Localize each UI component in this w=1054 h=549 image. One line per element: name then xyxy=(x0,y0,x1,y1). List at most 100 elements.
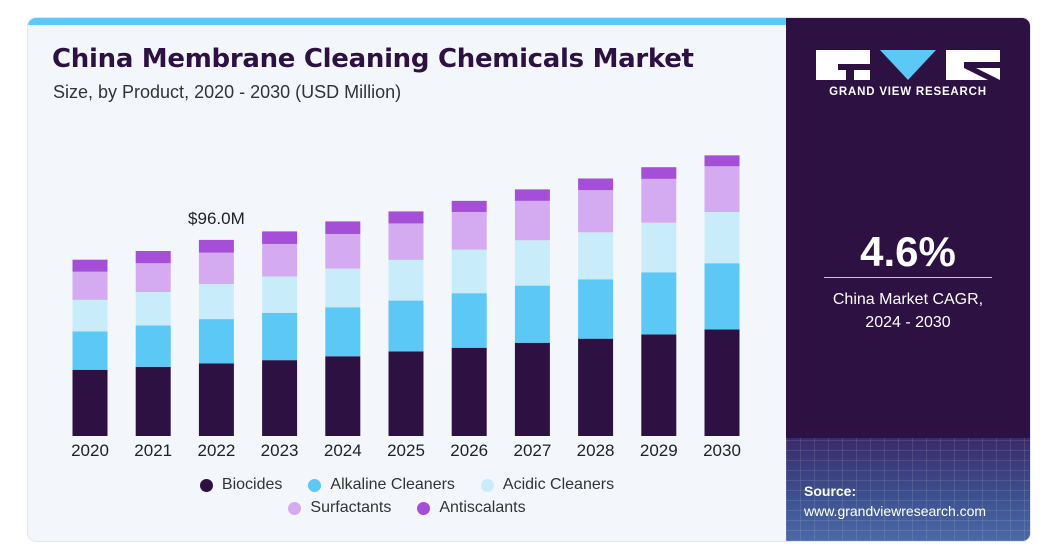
bar-2022-biocides xyxy=(198,363,234,436)
bar-2023-biocides xyxy=(262,360,298,436)
bar-2028-alkaline-cleaners xyxy=(578,279,614,339)
legend-item-biocides: Biocides xyxy=(199,476,283,494)
bar-2029-antiscalants xyxy=(641,167,677,179)
bar-2025-antiscalants xyxy=(388,211,424,224)
legend-item-surfactants: Surfactants xyxy=(288,499,391,517)
legend-row-2: Surfactants Antiscalants xyxy=(28,499,786,517)
grand-view-research-logo xyxy=(816,50,1000,80)
legend-item-antiscalants: Antiscalants xyxy=(417,499,526,517)
bar-2028-biocides xyxy=(578,338,614,436)
bar-2029-alkaline-cleaners xyxy=(641,272,677,335)
legend-item-alkaline-cleaners: Alkaline Cleaners xyxy=(308,476,455,494)
legend-label: Biocides xyxy=(221,476,283,493)
chart-title: China Membrane Cleaning Chemicals Market xyxy=(52,44,694,74)
bar-2020-surfactants xyxy=(72,271,108,300)
legend-label: Surfactants xyxy=(310,499,392,516)
bar-2027-antiscalants xyxy=(514,189,550,201)
bar-2021-biocides xyxy=(135,366,171,436)
bar-2029-acidic-cleaners xyxy=(641,222,677,273)
bar-2028-acidic-cleaners xyxy=(578,232,614,280)
bar-2024-acidic-cleaners xyxy=(325,268,361,308)
bar-2030-acidic-cleaners xyxy=(704,211,740,264)
x-tick-label-2026: 2026 xyxy=(450,441,488,460)
bar-2021-antiscalants xyxy=(135,251,171,264)
chart-card: China Membrane Cleaning Chemicals Market… xyxy=(28,18,1030,541)
brand-name: GRAND VIEW RESEARCH xyxy=(829,86,987,98)
accent-bar xyxy=(28,18,786,25)
bar-2028-antiscalants xyxy=(578,178,614,191)
bar-2026-biocides xyxy=(451,347,487,436)
bar-2020-acidic-cleaners xyxy=(72,299,108,332)
bar-2027-surfactants xyxy=(514,200,550,241)
legend-label: Antiscalants xyxy=(439,499,526,516)
bar-2027-acidic-cleaners xyxy=(514,240,550,286)
data-label-2022: $96.0M xyxy=(188,209,245,228)
bar-2030-antiscalants xyxy=(704,155,740,167)
source-label: Source: xyxy=(804,483,857,499)
bar-2025-acidic-cleaners xyxy=(388,259,424,301)
x-tick-label-2027: 2027 xyxy=(513,441,551,460)
stacked-bar-chart: 2020 2021 $96.0M 2022 2023 2024 2025 2026 2027 20… xyxy=(71,155,741,460)
bar-2020-biocides xyxy=(72,369,108,436)
bar-2028-surfactants xyxy=(578,190,614,233)
cagr-divider xyxy=(824,277,992,278)
bar-2023-acidic-cleaners xyxy=(262,276,298,313)
legend: Biocides Alkaline Cleaners Acidic Cleaners… xyxy=(28,476,786,522)
bar-2020-antiscalants xyxy=(72,259,108,272)
bar-2024-antiscalants xyxy=(325,221,361,234)
bar-2030-alkaline-cleaners xyxy=(704,263,740,330)
legend-label: Alkaline Cleaners xyxy=(330,476,455,493)
info-panel: GRAND VIEW RESEARCH 4.6% China Market CA… xyxy=(786,18,1030,541)
bar-2025-surfactants xyxy=(388,223,424,260)
bar-2026-acidic-cleaners xyxy=(451,249,487,294)
bar-2023-alkaline-cleaners xyxy=(262,312,298,361)
x-tick-label-2025: 2025 xyxy=(387,441,425,460)
x-tick-label-2029: 2029 xyxy=(640,441,678,460)
cagr-label: China Market CAGR, 2024 - 2030 xyxy=(786,288,1030,334)
x-tick-label-2030: 2030 xyxy=(703,441,741,460)
bar-2027-biocides xyxy=(514,342,550,436)
legend-swatch xyxy=(199,478,213,492)
x-tick-label-2023: 2023 xyxy=(261,441,299,460)
bar-2021-surfactants xyxy=(135,263,171,293)
legend-swatch xyxy=(417,501,431,515)
bar-2023-antiscalants xyxy=(262,231,298,244)
x-tick-label-2024: 2024 xyxy=(324,441,362,460)
source-box: Source: www.grandviewresearch.com xyxy=(786,438,1030,541)
legend-swatch xyxy=(308,478,322,492)
legend-swatch xyxy=(480,478,494,492)
bar-2021-acidic-cleaners xyxy=(135,292,171,326)
bar-2026-surfactants xyxy=(451,211,487,250)
bar-2023-surfactants xyxy=(262,243,298,277)
bar-2030-surfactants xyxy=(704,166,740,212)
cagr-label-line1: China Market CAGR, xyxy=(832,291,984,308)
legend-item-acidic-cleaners: Acidic Cleaners xyxy=(480,476,615,494)
cagr-label-line2: 2024 - 2030 xyxy=(865,314,951,331)
x-tick-label-2028: 2028 xyxy=(577,441,615,460)
x-tick-label-2020: 2020 xyxy=(71,441,109,460)
x-tick-label-2021: 2021 xyxy=(134,441,172,460)
legend-row-1: Biocides Alkaline Cleaners Acidic Cleaners xyxy=(28,476,786,494)
bar-2029-surfactants xyxy=(641,178,677,223)
bar-2027-alkaline-cleaners xyxy=(514,285,550,343)
bar-2025-alkaline-cleaners xyxy=(388,300,424,352)
x-tick-label-2022: 2022 xyxy=(197,441,235,460)
bar-2025-biocides xyxy=(388,351,424,436)
bar-2022-surfactants xyxy=(198,252,234,285)
bar-2022-antiscalants xyxy=(198,239,234,253)
bar-2020-alkaline-cleaners xyxy=(72,331,108,370)
bar-2030-biocides xyxy=(704,329,740,436)
bar-2021-alkaline-cleaners xyxy=(135,325,171,367)
bar-2024-surfactants xyxy=(325,233,361,269)
legend-label: Acidic Cleaners xyxy=(502,476,615,493)
bar-2026-alkaline-cleaners xyxy=(451,293,487,348)
bar-2029-biocides xyxy=(641,334,677,436)
bar-2022-acidic-cleaners xyxy=(198,284,234,320)
chart-panel: China Membrane Cleaning Chemicals Market… xyxy=(28,18,786,541)
legend-swatch xyxy=(288,501,302,515)
source-link[interactable]: www.grandviewresearch.com xyxy=(804,503,987,519)
bar-2024-biocides xyxy=(325,356,361,436)
bar-2026-antiscalants xyxy=(451,200,487,212)
source-background-pattern xyxy=(786,438,1030,541)
bar-2022-alkaline-cleaners xyxy=(198,319,234,364)
